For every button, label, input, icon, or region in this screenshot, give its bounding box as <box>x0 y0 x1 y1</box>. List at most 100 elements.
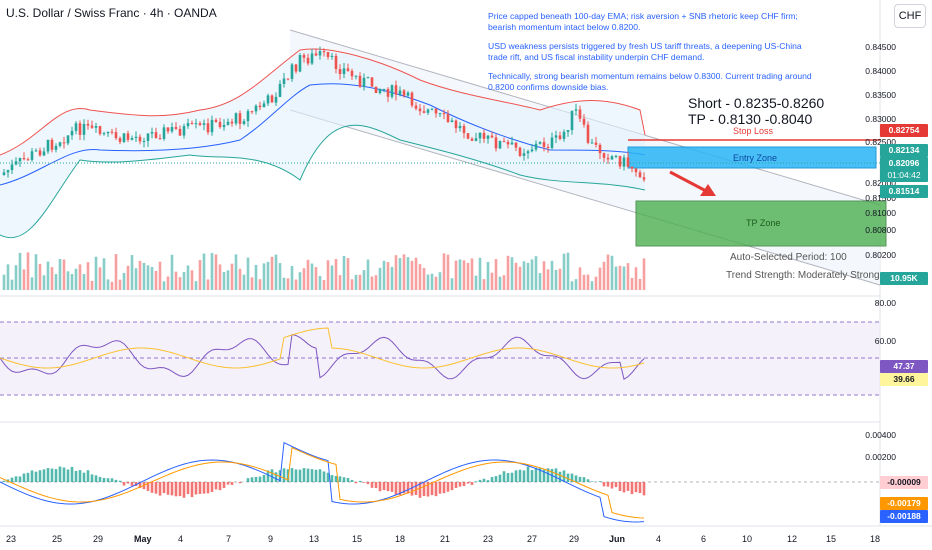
volume-bar <box>526 262 530 290</box>
last-price-tag: 0.82096 <box>880 157 928 170</box>
candle-body <box>590 142 594 144</box>
candle-body <box>142 141 146 143</box>
currency-button[interactable]: CHF <box>894 4 926 28</box>
volume-bar <box>570 281 574 290</box>
volume-bar <box>74 268 78 290</box>
candle-body <box>562 131 566 139</box>
macd-hist-bar <box>538 467 542 482</box>
volume-bar <box>46 261 50 290</box>
volume-bar <box>378 267 382 290</box>
volume-bar <box>298 272 302 290</box>
volume-bar <box>518 266 522 290</box>
macd-hist-bar <box>354 482 358 484</box>
candle-body <box>526 151 530 154</box>
volume-bar <box>146 265 150 290</box>
volume-bar <box>542 261 546 290</box>
candle-body <box>334 55 338 70</box>
macd-hist-bar <box>462 482 466 487</box>
candle-body <box>374 86 378 93</box>
note-2: USD weakness persists triggered by fresh… <box>488 41 802 62</box>
candle-body <box>146 133 150 142</box>
volume-bar <box>250 277 254 290</box>
volume-bar <box>354 274 358 290</box>
macd-hist-bar <box>382 482 386 491</box>
candle-body <box>522 153 526 156</box>
candle-body <box>610 156 614 160</box>
candle-body <box>482 132 486 139</box>
bollinger-lower <box>0 124 646 238</box>
volume-bar <box>62 259 66 290</box>
volume-bar <box>598 267 602 290</box>
date-label: 4 <box>178 534 184 544</box>
candle-body <box>642 177 646 180</box>
candle-body <box>546 146 550 148</box>
volume-bar <box>134 268 138 290</box>
price-axis-label: 0.84500 <box>865 42 896 52</box>
rsi-band <box>0 322 880 395</box>
candle-body <box>90 125 94 128</box>
macd-hist-bar <box>210 482 214 492</box>
volume-bar <box>490 272 494 290</box>
candle-body <box>426 109 430 113</box>
candle-body <box>550 137 554 148</box>
macd-hist-bar <box>446 482 450 492</box>
volume-bar <box>278 263 282 290</box>
candle-body <box>494 137 498 149</box>
target-arrowhead <box>700 184 716 196</box>
candle-body <box>326 51 330 57</box>
macd-hist-bar <box>486 480 490 482</box>
date-label: 27 <box>527 534 538 544</box>
macd-hist-bar <box>226 482 230 485</box>
candle-body <box>430 108 434 110</box>
macd-hist-bar <box>454 482 458 489</box>
macd-hist-bar <box>146 482 150 491</box>
macd-hist-bar <box>274 472 278 482</box>
volume-bar <box>602 261 606 290</box>
macd-hist-bar <box>190 482 194 498</box>
candle-body <box>126 133 130 140</box>
macd-hist-bar <box>498 474 502 482</box>
price-axis-label: 0.81000 <box>865 208 896 218</box>
macd-hist-bar <box>206 482 210 494</box>
candle-body <box>542 142 546 147</box>
volume-bar <box>494 259 498 290</box>
stop-price-tag: 0.82754 <box>880 124 928 137</box>
candle-body <box>486 135 490 139</box>
macd-hist-bar <box>502 471 506 482</box>
volume-bar <box>118 279 122 290</box>
macd-hist-bar <box>302 468 306 482</box>
volume-bar <box>34 254 38 290</box>
candle-body <box>606 157 610 160</box>
candle-body <box>250 111 254 113</box>
volume-bar <box>98 267 102 290</box>
macd-hist-bar <box>526 466 530 482</box>
candle-body <box>22 157 26 160</box>
symbol-title[interactable]: U.S. Dollar / Swiss Franc · 4h · OANDA <box>6 6 217 20</box>
rsi-value-tag: 47.37 <box>880 360 928 373</box>
volume-bar <box>546 269 550 290</box>
macd-hist-bar <box>514 470 518 482</box>
volume-bar <box>362 270 366 290</box>
volume-bar <box>42 275 46 290</box>
candle-body <box>454 120 458 129</box>
candle-body <box>614 155 618 157</box>
candle-body <box>158 138 162 140</box>
volume-bar <box>126 265 130 290</box>
volume-bar <box>302 268 306 290</box>
macd-hist-bar <box>510 472 514 482</box>
note-1: Price capped beneath 100-day EMA; risk a… <box>488 11 798 32</box>
volume-bar <box>294 279 298 290</box>
candle-body <box>306 57 310 64</box>
candle-body <box>18 157 22 162</box>
volume-bar <box>630 277 634 290</box>
candle-body <box>406 92 410 96</box>
candle-body <box>286 78 290 80</box>
macd-hist-bar <box>566 473 570 482</box>
candles-group <box>2 46 646 182</box>
volume-bar <box>410 260 414 290</box>
date-label: 9 <box>268 534 274 544</box>
macd-hist-bar <box>82 472 86 482</box>
candle-body <box>10 164 14 171</box>
macd-hist-bar <box>378 482 382 492</box>
